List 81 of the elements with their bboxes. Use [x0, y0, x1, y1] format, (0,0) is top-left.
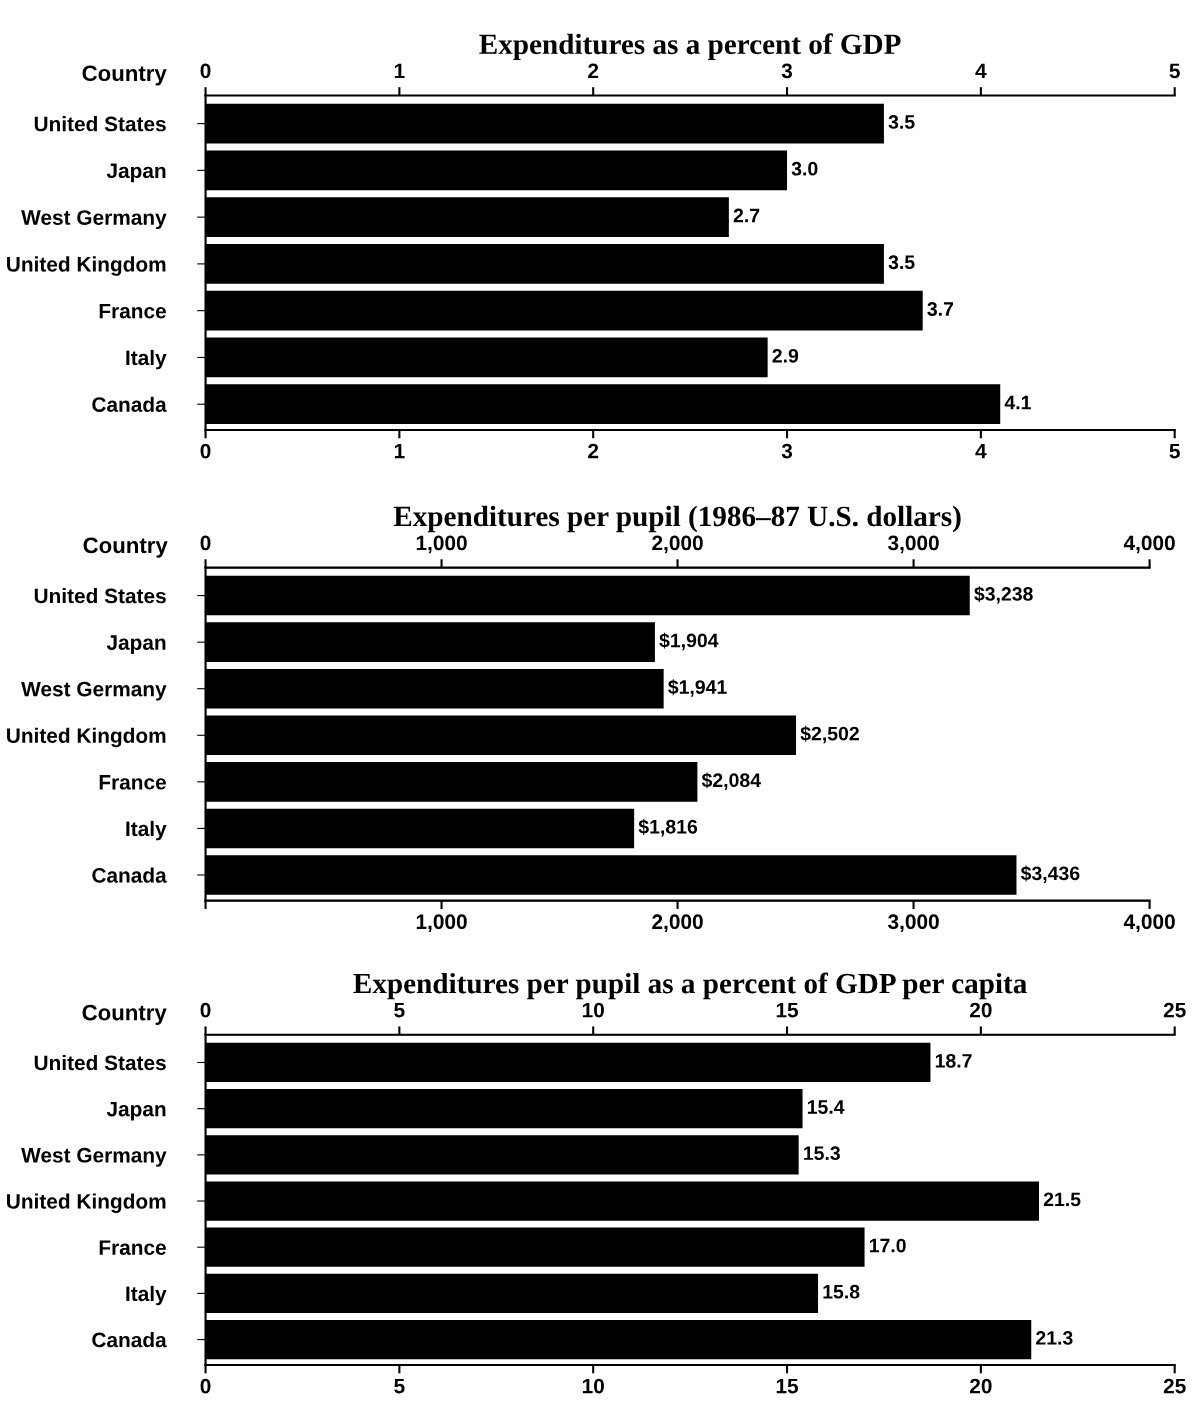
data-label: 2.9 [772, 348, 799, 363]
y-tick-label: United States [34, 1054, 166, 1071]
data-label: 3.5 [888, 255, 915, 270]
x-tick-label: 2 [588, 443, 599, 459]
x2-tick-label: 0 [200, 1002, 211, 1018]
x-tick-label: 5 [1169, 443, 1180, 459]
y-tick-label: Japan [106, 1101, 166, 1121]
x-tick-label: 4 [975, 443, 987, 459]
x2-tick-label: 2,000 [652, 535, 703, 554]
x-tick-label: 3 [781, 443, 793, 459]
y-axis-title: Country [83, 537, 168, 558]
y-tick-label: Canada [92, 396, 167, 412]
x-tick-label: 25 [1163, 1378, 1186, 1394]
x-tick-label: 1 [394, 443, 405, 459]
x-tick-label: 15 [776, 1378, 799, 1394]
x2-tick-label: 3 [781, 63, 793, 79]
x2-tick-label: 4,000 [1123, 535, 1175, 554]
y-tick-label: Italy [126, 1285, 167, 1306]
y-tick-label: United States [34, 588, 166, 604]
x-tick-label: 1,000 [416, 914, 467, 933]
x2-tick-label: 4 [975, 63, 987, 79]
data-label: $1,904 [659, 632, 719, 651]
x2-tick-label: 20 [969, 1002, 992, 1018]
data-label: 18.7 [935, 1053, 972, 1068]
data-label: 15.8 [823, 1284, 860, 1299]
data-label: $2,502 [800, 725, 859, 744]
x2-tick-label: 1 [394, 63, 405, 79]
y-tick-label: Japan [106, 635, 166, 655]
x2-tick-label: 25 [1163, 1002, 1186, 1018]
y-tick-label: Canada [92, 1332, 167, 1348]
x-tick-label: 20 [969, 1378, 992, 1394]
data-label: 3.0 [791, 161, 818, 176]
y-tick-label: West Germany [21, 210, 167, 230]
x-tick-label: 0 [200, 443, 211, 459]
y-tick-label: West Germany [21, 681, 167, 701]
data-label: 3.5 [888, 115, 915, 129]
y-axis-title: Country [82, 1004, 167, 1025]
data-label: $3,436 [1020, 865, 1080, 884]
chart-title: Expenditures per pupil (1986–87 U.S. dollars) [393, 505, 961, 533]
x2-tick-label: 0 [200, 535, 211, 551]
y-tick-label: United Kingdom [7, 1193, 166, 1213]
data-label: $1,941 [668, 679, 727, 697]
data-label: 4.1 [1004, 395, 1031, 410]
x-tick-label: 2,000 [652, 914, 703, 933]
chart-title: Expenditures as a percent of GDP [479, 33, 901, 61]
x2-tick-label: 3,000 [887, 535, 939, 554]
x2-tick-label: 15 [776, 1002, 799, 1018]
chart-title: Expenditures per pupil as a percent of GDP per capita [353, 972, 1027, 1000]
x2-tick-label: 2 [588, 63, 599, 79]
data-label: 15.4 [807, 1100, 845, 1114]
data-label: 2.7 [733, 208, 760, 223]
data-label: $1,816 [638, 819, 698, 837]
y-tick-label: France [99, 1240, 166, 1255]
y-tick-label: France [99, 775, 166, 790]
y-tick-label: United States [34, 116, 166, 132]
y-tick-label: France [99, 303, 166, 319]
x2-tick-label: 1,000 [416, 535, 467, 554]
x-tick-label: 4,000 [1123, 914, 1175, 933]
x2-tick-label: 10 [582, 1002, 604, 1018]
data-label: $3,238 [974, 586, 1033, 604]
y-tick-label: West Germany [21, 1147, 167, 1167]
y-tick-label: Italy [126, 349, 167, 370]
data-label: 15.3 [804, 1146, 840, 1161]
data-label: $2,084 [701, 772, 761, 790]
y-tick-label: United Kingdom [7, 256, 166, 276]
y-axis-title: Country [82, 65, 167, 86]
x-tick-label: 0 [200, 1378, 211, 1394]
y-tick-label: United Kingdom [7, 727, 166, 748]
x-tick-label: 10 [582, 1378, 604, 1394]
data-label: 21.5 [1043, 1192, 1081, 1207]
x2-tick-label: 0 [200, 63, 211, 79]
data-label: 21.3 [1036, 1331, 1073, 1345]
y-tick-label: Canada [92, 867, 167, 883]
y-tick-label: Italy [126, 820, 167, 841]
data-label: 3.7 [927, 302, 954, 316]
x2-tick-label: 5 [1169, 63, 1180, 79]
data-label: 17.0 [869, 1238, 906, 1253]
x2-tick-label: 5 [394, 1002, 405, 1018]
x-tick-label: 5 [394, 1378, 405, 1394]
y-tick-label: Japan [106, 163, 166, 183]
x-tick-label: 3,000 [887, 914, 939, 933]
